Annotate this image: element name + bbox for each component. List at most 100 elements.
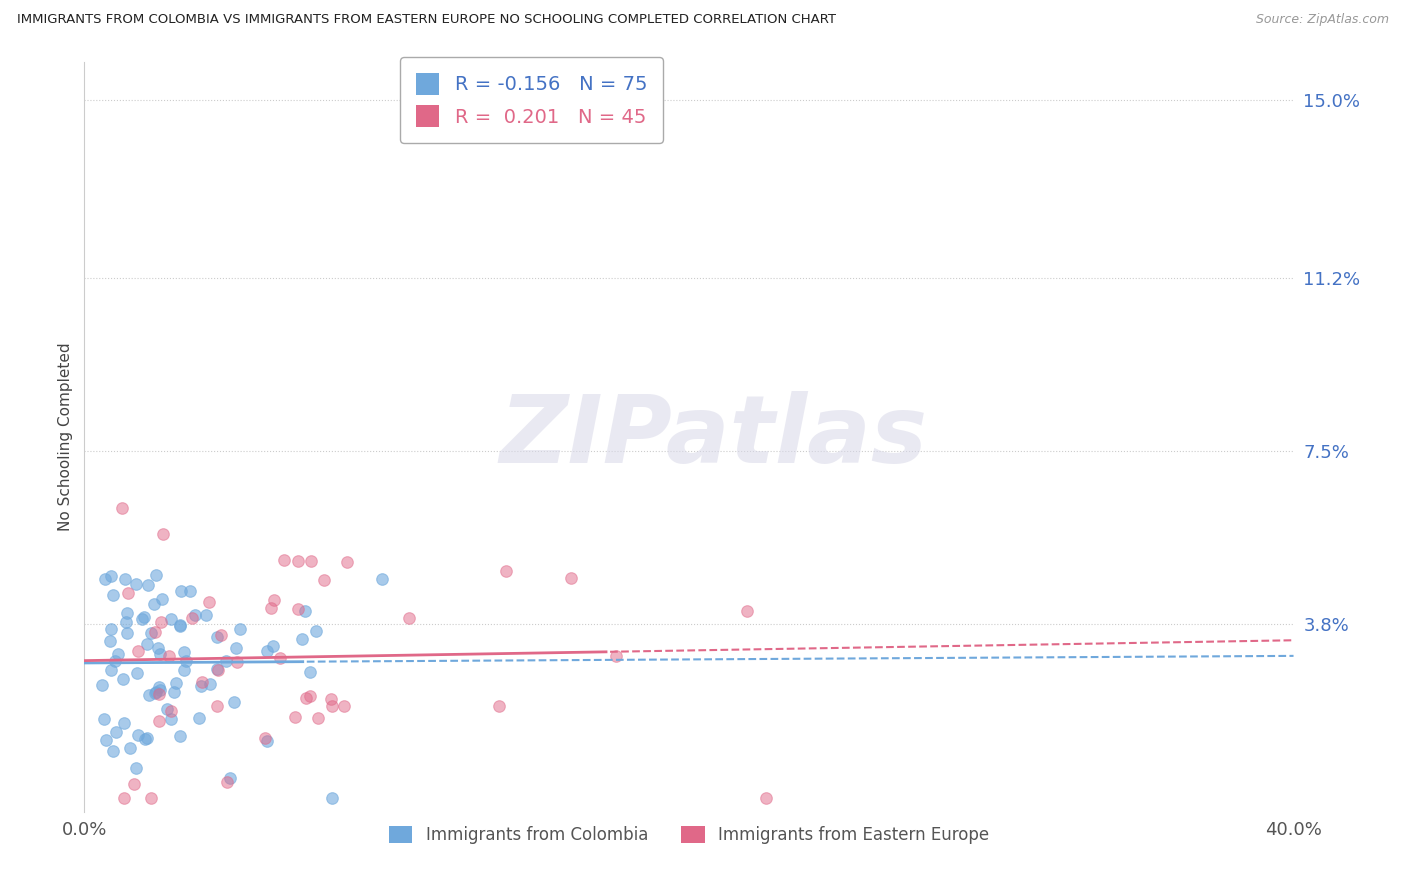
Point: [142, 597, 165, 611]
Point: [149, 682, 172, 697]
Point: [294, 604, 316, 618]
Point: [100, 569, 122, 583]
Point: [215, 774, 238, 789]
Point: [112, 715, 135, 730]
Point: [215, 654, 238, 668]
Point: [145, 684, 167, 698]
Point: [141, 626, 163, 640]
Point: [269, 651, 291, 665]
Point: [190, 675, 212, 690]
Point: [98, 634, 121, 648]
Point: [336, 555, 359, 569]
Point: [149, 615, 172, 629]
Point: [173, 663, 195, 677]
Point: [138, 689, 160, 703]
Point: [205, 630, 228, 644]
Point: [143, 625, 166, 640]
Point: [262, 639, 284, 653]
Point: [107, 648, 129, 662]
Point: [112, 673, 135, 687]
Point: [305, 624, 328, 639]
Point: [90, 678, 112, 692]
Point: [134, 731, 156, 746]
Point: [125, 576, 148, 591]
Point: [290, 632, 312, 646]
Point: [209, 628, 232, 642]
Point: [160, 712, 183, 726]
Point: [299, 554, 322, 568]
Point: [229, 622, 252, 636]
Point: [111, 500, 134, 515]
Text: ZIPatlas: ZIPatlas: [499, 391, 927, 483]
Point: [284, 710, 307, 724]
Point: [148, 680, 170, 694]
Point: [195, 608, 218, 623]
Point: [139, 790, 162, 805]
Point: [136, 731, 159, 745]
Point: [197, 595, 219, 609]
Point: [321, 699, 343, 714]
Point: [321, 790, 343, 805]
Point: [104, 654, 127, 668]
Point: [371, 572, 394, 586]
Point: [127, 643, 149, 657]
Point: [101, 744, 124, 758]
Point: [124, 777, 146, 791]
Point: [184, 608, 207, 623]
Point: [312, 573, 335, 587]
Point: [298, 690, 321, 704]
Point: [287, 602, 309, 616]
Point: [148, 647, 170, 661]
Point: [117, 626, 139, 640]
Point: [112, 790, 135, 805]
Point: [118, 740, 141, 755]
Point: [287, 554, 309, 568]
Point: [169, 729, 191, 743]
Point: [207, 662, 229, 676]
Point: [93, 572, 115, 586]
Point: [96, 732, 118, 747]
Point: [225, 641, 247, 656]
Point: [488, 699, 510, 714]
Point: [495, 565, 517, 579]
Point: [198, 677, 221, 691]
Point: [307, 711, 329, 725]
Point: [125, 665, 148, 680]
Point: [100, 663, 122, 677]
Text: IMMIGRANTS FROM COLOMBIA VS IMMIGRANTS FROM EASTERN EUROPE NO SCHOOLING COMPLETE: IMMIGRANTS FROM COLOMBIA VS IMMIGRANTS F…: [17, 13, 837, 27]
Point: [190, 679, 212, 693]
Point: [560, 571, 582, 585]
Point: [225, 655, 247, 669]
Point: [222, 695, 245, 709]
Point: [187, 711, 209, 725]
Point: [398, 611, 420, 625]
Point: [157, 649, 180, 664]
Point: [174, 655, 197, 669]
Point: [156, 701, 179, 715]
Point: [165, 675, 187, 690]
Point: [135, 637, 157, 651]
Point: [179, 584, 201, 599]
Point: [93, 712, 115, 726]
Y-axis label: No Schooling Completed: No Schooling Completed: [58, 343, 73, 532]
Point: [755, 790, 778, 805]
Point: [103, 588, 125, 602]
Point: [115, 606, 138, 620]
Point: [295, 690, 318, 705]
Point: [145, 568, 167, 582]
Point: [256, 734, 278, 748]
Point: [254, 731, 277, 746]
Point: [159, 704, 181, 718]
Point: [260, 600, 283, 615]
Point: [104, 725, 127, 739]
Point: [169, 617, 191, 632]
Point: [181, 610, 204, 624]
Point: [125, 761, 148, 775]
Point: [115, 615, 138, 630]
Point: [127, 728, 149, 742]
Point: [169, 618, 191, 632]
Point: [735, 604, 758, 618]
Point: [148, 687, 170, 701]
Point: [298, 665, 321, 679]
Point: [319, 691, 342, 706]
